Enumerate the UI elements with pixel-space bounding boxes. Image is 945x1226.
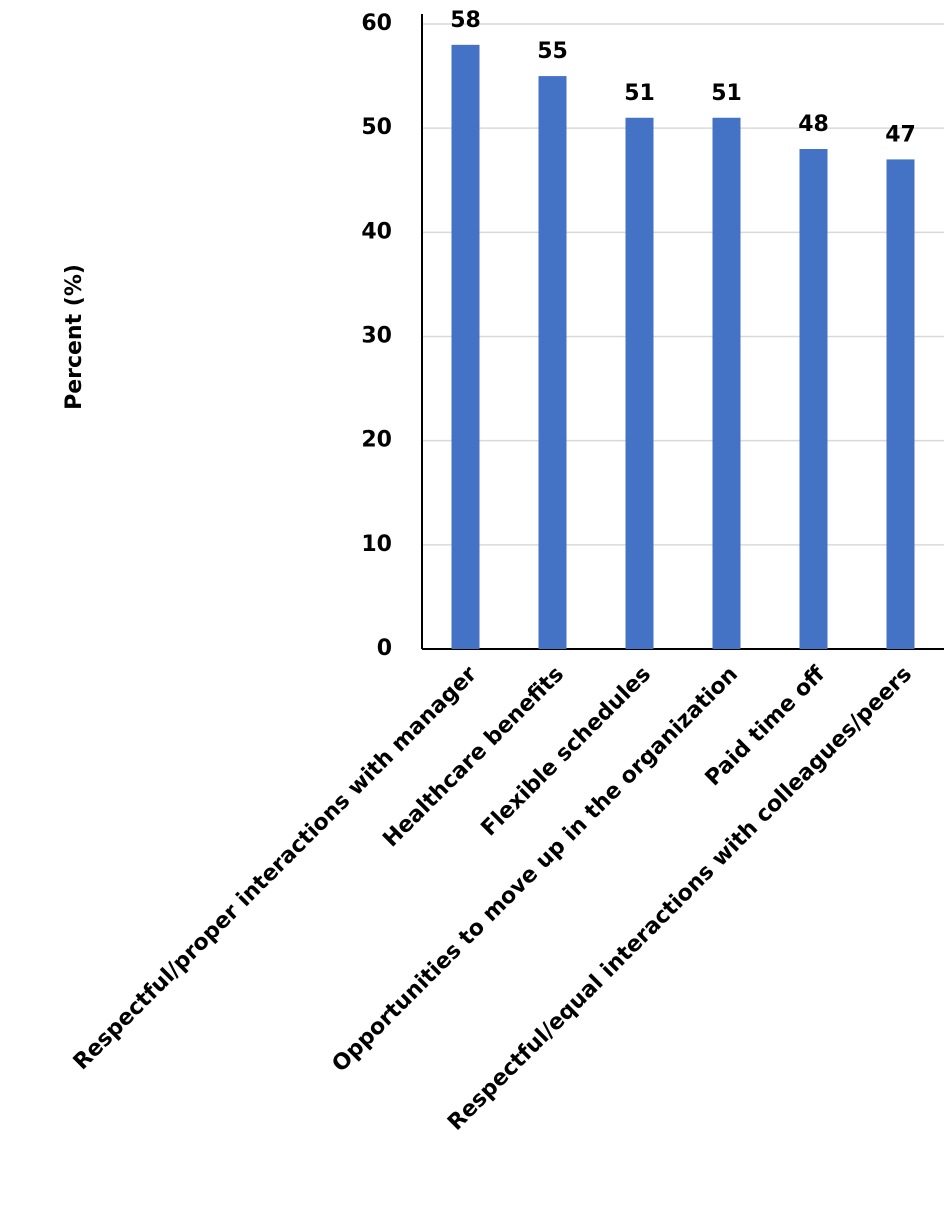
y-tick-label: 40 <box>361 219 392 244</box>
x-tick-label: Respectful/proper interactions with mana… <box>69 662 482 1075</box>
bar <box>538 76 567 650</box>
y-tick-label: 50 <box>361 115 392 140</box>
y-tick-label: 60 <box>361 11 392 36</box>
data-label: 55 <box>537 39 568 64</box>
y-tick-label: 0 <box>377 636 392 661</box>
x-tick-label: Healthcare benefits <box>378 662 568 852</box>
x-tick-label: Opportunities to move up in the organiza… <box>328 662 743 1077</box>
y-axis-title: Percent (%) <box>62 264 87 410</box>
data-label: 47 <box>885 122 916 147</box>
bar <box>712 117 741 649</box>
data-label: 58 <box>450 8 481 33</box>
bar <box>625 117 654 649</box>
y-tick-label: 30 <box>361 324 392 349</box>
bar <box>886 159 915 649</box>
data-label: 51 <box>624 81 655 106</box>
bar <box>799 149 828 649</box>
data-label: 51 <box>711 81 742 106</box>
y-tick-label: 10 <box>361 532 392 557</box>
bar <box>451 44 480 650</box>
y-tick-label: 20 <box>361 428 392 453</box>
x-tick-label: Flexible schedules <box>477 662 656 841</box>
data-label: 48 <box>798 112 829 137</box>
